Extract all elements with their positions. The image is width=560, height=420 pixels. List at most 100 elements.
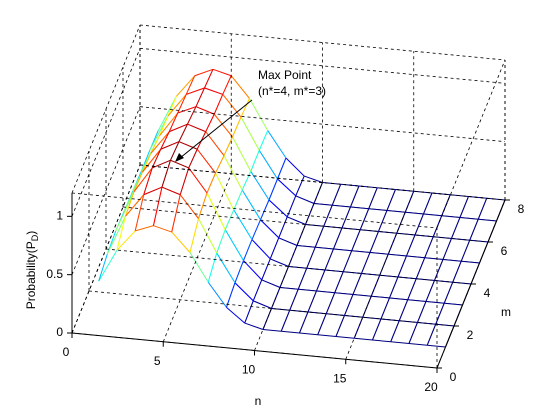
mesh-edge [160, 141, 180, 150]
mesh-face [232, 117, 260, 172]
mesh-edge [424, 236, 434, 258]
mesh-face [190, 218, 217, 283]
mesh-edge [368, 208, 388, 211]
mesh-edge [372, 339, 391, 343]
mesh-edge [212, 68, 232, 77]
mesh-edge [386, 210, 406, 213]
mesh-edge [278, 216, 288, 239]
mesh-edge [335, 336, 355, 339]
mesh-edge [142, 153, 152, 173]
mesh-edge [452, 261, 462, 283]
mesh-edge [241, 189, 261, 221]
mesh-edge [317, 334, 337, 337]
mesh-edge [258, 150, 278, 180]
mesh-edge [241, 171, 252, 191]
z-label-main: Probability(P [24, 241, 38, 309]
mesh-edge [268, 199, 288, 218]
z-label-end: ) [24, 231, 38, 235]
mesh-edge [179, 167, 190, 195]
mesh-edge [369, 231, 379, 253]
mesh-edge [333, 227, 343, 250]
mesh-edge [278, 237, 298, 246]
mesh-edge [153, 187, 163, 226]
mesh-edge [240, 98, 250, 118]
mesh-edge [368, 187, 378, 209]
mesh-edge [444, 302, 463, 306]
mesh-edge [116, 230, 136, 251]
mesh-face [216, 229, 244, 283]
mesh-edge [295, 175, 305, 197]
mesh-edge [249, 98, 269, 131]
annotation-line2: (n*=4, m*=3) [258, 84, 326, 98]
mesh-edge [187, 106, 197, 125]
mesh-edge [151, 149, 162, 169]
mesh-face [135, 187, 162, 231]
z-axis-label: Probability(PD) [24, 231, 40, 310]
mesh-edge [342, 250, 353, 272]
mesh-edge [372, 318, 382, 341]
mesh-edge [331, 184, 342, 206]
mesh-edge [315, 246, 334, 250]
mesh-edge [160, 131, 170, 150]
mesh-face [208, 253, 235, 308]
mesh-face [243, 239, 271, 280]
mesh-edge [361, 252, 371, 274]
mesh-edge [206, 172, 216, 194]
mesh-edge [351, 229, 361, 251]
mesh-face [197, 131, 224, 174]
mesh-edge [222, 94, 242, 118]
mesh-edge [232, 116, 242, 138]
mesh-edge [135, 225, 154, 232]
mesh-edge [224, 229, 244, 261]
mesh-edge [195, 106, 215, 115]
mesh-edge [299, 332, 318, 336]
mesh-face [287, 195, 314, 225]
mesh-edge [267, 130, 287, 159]
mesh-edge [352, 273, 362, 295]
mesh-face [180, 167, 207, 219]
mesh-face [142, 131, 170, 172]
mesh-edge [189, 252, 209, 283]
grid-line [122, 206, 489, 243]
mesh-edge [398, 299, 409, 321]
mesh-edge [188, 167, 208, 194]
mesh-edge [262, 329, 282, 332]
mesh-edge [106, 216, 126, 255]
mesh-edge [424, 257, 444, 260]
mesh-edge [435, 323, 455, 327]
z-label-sub: D [30, 234, 40, 241]
mesh-edge [261, 279, 281, 288]
mesh-face [224, 137, 251, 191]
mesh-face [151, 113, 178, 154]
mesh-edge [260, 219, 280, 239]
mesh-edge [461, 260, 480, 264]
mesh-edge [226, 306, 246, 324]
mesh-edge [143, 186, 163, 196]
mesh-edge [178, 141, 198, 150]
box-edge [71, 192, 438, 229]
mesh-edge [350, 185, 360, 208]
mesh-edge [186, 87, 205, 95]
mesh-edge [417, 322, 436, 325]
mesh-edge [260, 199, 270, 221]
mesh-edge [250, 150, 260, 172]
mesh-edge [390, 341, 410, 344]
x-tick-label: 15 [333, 371, 347, 385]
mesh-edge [442, 238, 452, 260]
mesh-face [225, 209, 252, 261]
mesh-edge [359, 208, 370, 230]
mesh-edge [176, 75, 196, 97]
mesh-face [215, 155, 243, 210]
mesh-edge [204, 69, 214, 89]
mesh-edge [295, 195, 315, 204]
mesh-face [270, 237, 297, 267]
mesh-edge [285, 157, 305, 177]
mesh-edge [215, 172, 235, 211]
mesh-edge [414, 213, 424, 236]
mesh-edge [434, 259, 444, 281]
mesh-edge [468, 196, 487, 199]
mesh-edge [316, 290, 335, 294]
mesh-face [107, 191, 134, 255]
mesh-edge [425, 301, 445, 304]
mesh-edge [142, 148, 162, 173]
